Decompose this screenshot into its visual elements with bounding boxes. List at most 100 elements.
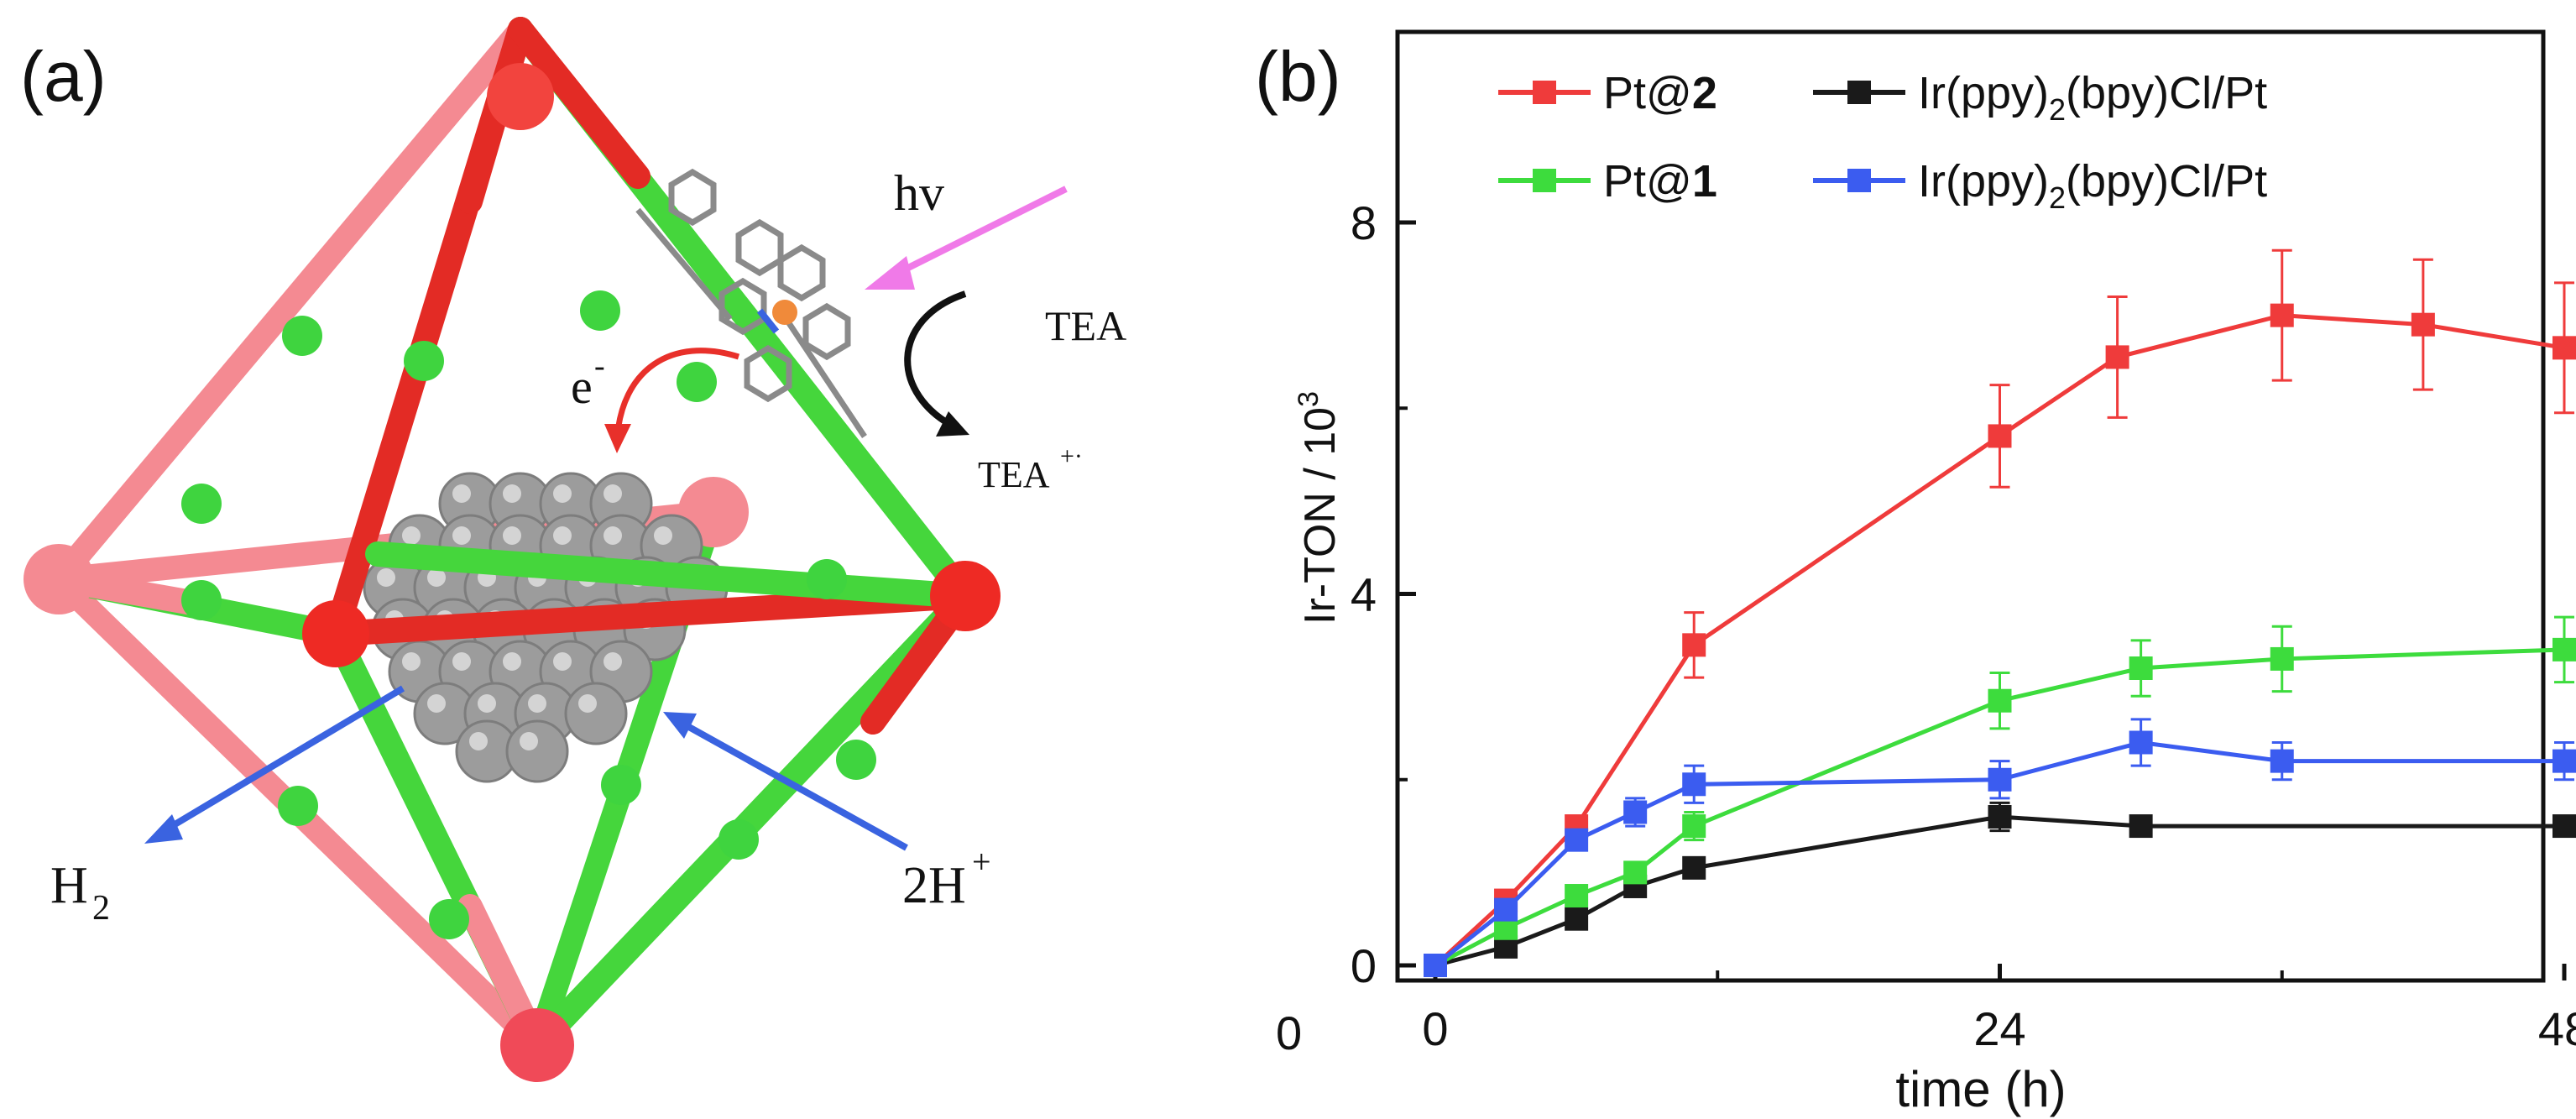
legend-label-sub: 2 xyxy=(2049,92,2066,127)
x-axis-label: time (h) xyxy=(1895,1061,2066,1117)
tea-oxidation-arrow xyxy=(904,290,967,431)
y-tick-label: 8 xyxy=(1351,196,1377,249)
tea-cation-label: TEA +· xyxy=(978,442,1083,495)
linker-bead xyxy=(429,899,469,939)
legend-marker xyxy=(1533,169,1556,192)
pt-atom-highlight xyxy=(604,484,622,503)
cage-node xyxy=(500,1008,574,1082)
data-point xyxy=(1682,855,1706,880)
h2-arrow xyxy=(161,685,405,834)
cage-node xyxy=(930,561,1001,631)
data-point xyxy=(2552,336,2576,360)
legend-label-main: Pt@ xyxy=(1603,68,1692,118)
proton-arrow xyxy=(678,719,908,851)
data-point xyxy=(2129,730,2153,755)
tea-label: TEA xyxy=(1045,302,1126,349)
n-bond xyxy=(756,308,780,334)
data-point xyxy=(1682,633,1706,657)
data-point xyxy=(1565,907,1589,931)
pt-atom-highlight xyxy=(402,526,421,545)
linker-bead xyxy=(181,580,222,620)
pt-atom-highlight xyxy=(503,652,521,671)
ir-atom xyxy=(772,300,797,325)
arrow-head xyxy=(936,411,969,437)
cage-node xyxy=(487,63,554,130)
tea-cation-sup: +· xyxy=(1060,442,1083,470)
electron-label: e - xyxy=(571,348,605,414)
data-point xyxy=(2552,749,2576,773)
pt-atom-highlight xyxy=(528,694,546,713)
legend-label-main: Ir(ppy) xyxy=(1918,156,2049,207)
legend-label-bold: 1 xyxy=(1692,156,1717,207)
proton-sup: + xyxy=(972,843,991,881)
arrow-head xyxy=(663,712,697,739)
pt-atom-highlight xyxy=(553,652,572,671)
bond xyxy=(778,309,867,438)
pt-atom-highlight xyxy=(452,484,471,503)
edge-highlight xyxy=(508,17,651,189)
cage-node xyxy=(302,600,369,667)
ring xyxy=(802,302,851,361)
data-point xyxy=(2270,303,2294,327)
data-point xyxy=(1988,767,2012,792)
x-tick-label: 0 xyxy=(1422,1002,1448,1055)
svg-text:Ir-TON / 103: Ir-TON / 103 xyxy=(1293,391,1345,625)
ring xyxy=(668,168,717,227)
pt-atom-highlight xyxy=(604,652,622,671)
pt-atom-highlight xyxy=(503,484,521,503)
pt-atom-highlight xyxy=(520,732,538,750)
legend-label-main: Ir(ppy) xyxy=(1918,68,2049,118)
stray-zero-label: 0 xyxy=(1276,1007,1302,1059)
plot-frame xyxy=(1395,29,2546,983)
linker-bead xyxy=(718,819,759,860)
cage-nodes xyxy=(24,63,1001,1082)
cage-edge xyxy=(47,18,532,591)
data-point xyxy=(1424,954,1447,977)
h2-text: H xyxy=(50,857,88,914)
pt-atom-highlight xyxy=(503,526,521,545)
linker-bead xyxy=(404,341,444,381)
linker-bead xyxy=(836,740,876,780)
axis-tick-labels: 02448048 xyxy=(1351,196,2576,1055)
cage-edge xyxy=(365,541,978,609)
data-point xyxy=(2129,656,2153,680)
axis-ticks xyxy=(1398,220,2567,980)
data-point xyxy=(1988,805,2012,829)
pt-atom-highlight xyxy=(452,526,471,545)
electron-transfer-arrow xyxy=(614,348,740,442)
legend-label: Pt@1 xyxy=(1603,156,1717,207)
linker-bead xyxy=(282,316,322,356)
ring xyxy=(744,344,792,403)
light-arrow xyxy=(888,186,1068,280)
y-tick-label: 4 xyxy=(1351,568,1377,621)
legend-label-main: Pt@ xyxy=(1603,156,1692,207)
cage-node xyxy=(24,544,94,614)
pt-atom-highlight xyxy=(469,732,488,750)
legend-label: Ir(ppy)2(bpy)Cl/Pt xyxy=(1918,156,2267,215)
legend-marker xyxy=(1847,169,1871,192)
data-point xyxy=(2129,814,2153,839)
cage-edge xyxy=(323,583,978,646)
data-point xyxy=(1623,800,1648,824)
pt-atom-sphere xyxy=(505,719,569,783)
series-3 xyxy=(1424,718,2576,977)
data-point xyxy=(1565,828,1589,852)
linker-bead xyxy=(677,362,717,402)
data-point xyxy=(1565,884,1589,908)
series-line xyxy=(1434,814,2564,968)
arrow-head xyxy=(604,424,631,453)
data-point xyxy=(2552,637,2576,661)
x-tick-label: 24 xyxy=(1973,1002,2025,1055)
y-axis-label-sup: 3 xyxy=(1293,391,1325,407)
ring xyxy=(777,243,826,302)
h2-label: H 2 xyxy=(50,857,110,928)
linker-bead xyxy=(278,786,318,826)
data-point xyxy=(1988,688,2012,713)
panel-a-schematic: (a) xyxy=(20,17,1126,1082)
series-layer xyxy=(1424,248,2576,977)
series-0 xyxy=(1424,248,2576,977)
pt-atom-highlight xyxy=(478,694,496,713)
pt-atom-highlight xyxy=(578,694,597,713)
panel-b-label: (b) xyxy=(1255,37,1341,116)
